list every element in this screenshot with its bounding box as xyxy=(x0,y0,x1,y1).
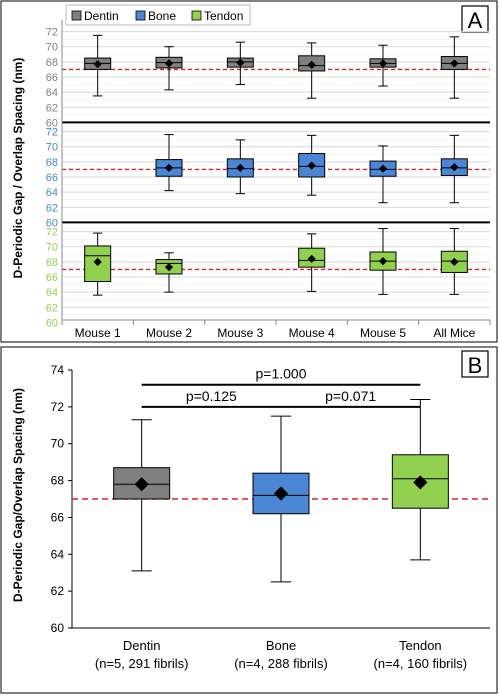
x-tick-label: All Mice xyxy=(433,326,475,340)
y-tick-label: 64 xyxy=(46,87,58,99)
subplot-tendon: 60 62 64 66 68 70 72 xyxy=(46,227,490,329)
y-tick-label: 66 xyxy=(51,510,65,524)
box-bone-mouse-4-mean-marker xyxy=(307,161,316,170)
y-tick-label: 62 xyxy=(46,202,58,214)
y-tick-label: 72 xyxy=(46,127,58,139)
box-bone-mouse-5-mean-marker xyxy=(378,164,388,173)
box-dentin-all-mice-mean-marker xyxy=(450,59,459,68)
box-bone-mouse-3-mean-marker xyxy=(236,163,245,173)
box-dentin-mean-marker xyxy=(134,477,149,492)
x-tick-label: Mouse 5 xyxy=(360,326,406,340)
box-dentin-mouse-3-mean-marker xyxy=(236,58,245,67)
box-dentin-mouse-2-mean-marker xyxy=(164,59,174,68)
y-tick-label: 62 xyxy=(46,102,58,114)
legend-label-bone: Bone xyxy=(148,9,176,23)
y-tick-label: 68 xyxy=(46,157,58,169)
y-tick-label: 66 xyxy=(46,172,58,184)
y-tick-label: 64 xyxy=(51,547,65,561)
x-tick-label: Mouse 3 xyxy=(217,326,263,340)
panel-b-label-box xyxy=(461,350,489,378)
y-tick-label: 66 xyxy=(46,272,58,284)
panel-a-legend: Dentin Bone Tendon xyxy=(65,4,251,26)
x-tick-sublabel-dentin: (n=5, 291 fibrils) xyxy=(95,656,189,671)
y-tick-label: 72 xyxy=(46,27,58,39)
y-tick-label: 60 xyxy=(51,621,65,635)
x-tick-label-bone: Bone xyxy=(266,638,296,653)
legend-swatch-tendon xyxy=(191,10,202,21)
panel-a-label: A xyxy=(468,8,483,33)
subplot-bone: 60 62 64 66 68 70 72 xyxy=(46,127,490,229)
box-dentin-mouse-1-mean-marker xyxy=(93,60,102,69)
legend-label-tendon: Tendon xyxy=(204,9,243,23)
y-tick-label: 62 xyxy=(51,584,65,598)
x-tick-label-tendon: Tendon xyxy=(399,638,442,653)
y-tick-label: 60 xyxy=(46,317,58,329)
y-tick-label: 72 xyxy=(46,227,58,239)
x-tick-sublabel-tendon: (n=4, 160 fibrils) xyxy=(374,656,468,671)
box-tendon-mouse-4-mean-marker xyxy=(307,254,316,263)
x-tick-sublabel-bone: (n=4, 288 fibrils) xyxy=(234,656,328,671)
box-tendon-mean-marker xyxy=(413,475,428,490)
y-tick-label: 60 xyxy=(46,217,58,229)
panel-b-frame xyxy=(0,346,498,694)
y-tick-label: 64 xyxy=(46,187,58,199)
x-tick-label: Mouse 2 xyxy=(146,326,192,340)
comparison-label: p=0.125 xyxy=(186,388,237,404)
box-tendon-mouse-5-mean-marker xyxy=(378,256,388,266)
panel-a-plot: 6062646668707260626466687072606264666870… xyxy=(46,20,491,340)
y-tick-label: 68 xyxy=(46,257,58,269)
comparison-label: p=0.071 xyxy=(325,388,376,404)
box-dentin-mouse-5-mean-marker xyxy=(378,59,388,68)
box-tendon-mouse-2-mean-marker xyxy=(164,263,174,272)
legend-box xyxy=(65,4,251,26)
x-tick-label-dentin: Dentin xyxy=(123,638,161,653)
y-tick-label: 66 xyxy=(46,72,58,84)
y-tick-label: 74 xyxy=(51,363,65,377)
y-tick-label: 62 xyxy=(46,302,58,314)
y-tick-label: 70 xyxy=(46,42,58,54)
y-tick-label: 60 xyxy=(46,117,58,129)
x-tick-label: Mouse 1 xyxy=(75,326,121,340)
comparison-label: p=1.000 xyxy=(256,366,307,382)
y-tick-label: 68 xyxy=(46,57,58,69)
y-tick-label: 70 xyxy=(46,142,58,154)
y-tick-label: 64 xyxy=(46,287,58,299)
y-tick-label: 70 xyxy=(46,242,58,254)
box-tendon-mouse-1-mean-marker xyxy=(93,257,102,266)
box-bone-all-mice-mean-marker xyxy=(450,163,459,172)
box-tendon-all-mice-mean-marker xyxy=(450,257,459,266)
y-tick-label: 72 xyxy=(51,400,65,414)
panel-b-plot: 60 62 64 66 68 70 72 74 Dentin (n=5, 291 fibrils)… xyxy=(51,363,490,671)
legend-swatch-bone xyxy=(135,10,146,21)
box-bone-mean-marker xyxy=(273,486,289,501)
subplot-dentin: 60 62 64 66 68 70 72 xyxy=(46,27,490,129)
legend-label-dentin: Dentin xyxy=(84,9,119,23)
panel-b-label: B xyxy=(468,353,483,378)
box-dentin-mouse-4-mean-marker xyxy=(307,60,316,69)
x-tick-label: Mouse 4 xyxy=(289,326,335,340)
y-tick-label: 70 xyxy=(51,437,65,451)
box-bone-mouse-2-mean-marker xyxy=(164,163,174,173)
y-tick-label: 68 xyxy=(51,474,65,488)
legend-swatch-dentin xyxy=(71,10,82,21)
panel-a-y-axis-label: D-Periodic Gap / Overlap Spacing (nm) xyxy=(11,58,25,279)
panel-b-y-axis-label: D-Periodic Gap/Overlap Spacing (nm) xyxy=(11,388,25,602)
